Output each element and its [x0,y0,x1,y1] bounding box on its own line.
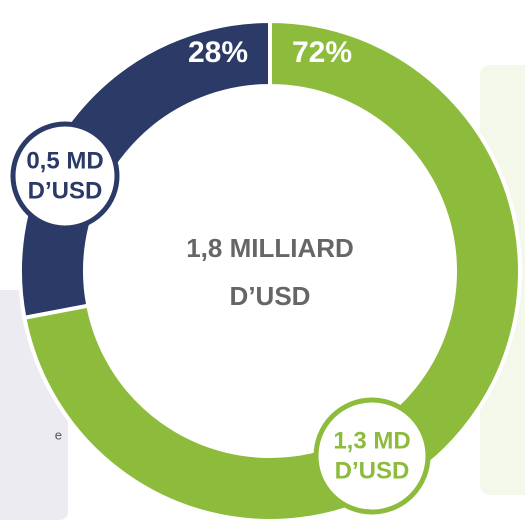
annotation-bubble [10,121,120,231]
annotation-label: 1,3 MD [333,427,410,454]
annotation-label: D’USD [335,457,410,484]
annotation-label: 0,5 MD [26,147,103,174]
percent-label: 28% [188,36,248,69]
annotation-bubble [313,397,431,515]
center-label: D’USD [230,281,311,311]
panel-text: e [55,427,62,442]
percent-label: 72% [292,36,352,69]
donut-segment [22,18,522,523]
annotation-label: D’USD [28,177,103,204]
center-label: 1,8 MILLIARD [186,233,354,263]
